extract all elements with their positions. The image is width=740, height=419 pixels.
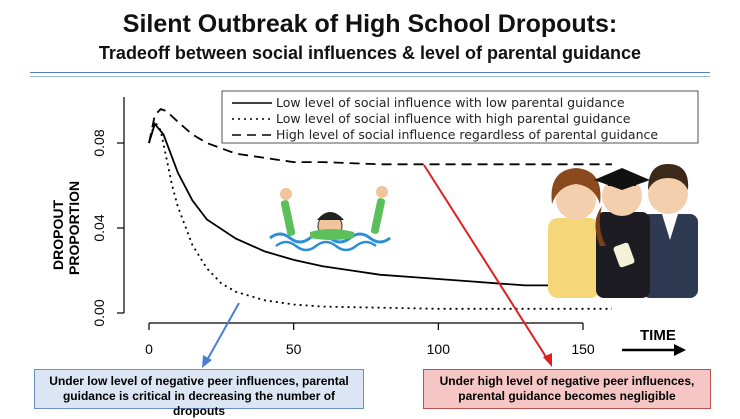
- series-line-dotted: [148, 119, 612, 310]
- legend-label-low-low: Low level of social influence with low p…: [276, 95, 625, 110]
- y-tick-label: 0.08: [91, 129, 107, 156]
- note-low-influence: Under low level of negative peer influen…: [34, 369, 364, 418]
- y-tick-label: 0.04: [91, 214, 107, 241]
- chart-legend: Low level of social influence with low p…: [221, 90, 699, 144]
- chart-axes: 0 50 100 150 0.00 0.04 0.08: [91, 97, 595, 357]
- series-line-solid: [148, 122, 584, 289]
- title-divider-shadow: [30, 76, 710, 77]
- legend-label-low-high: Low level of social influence with high …: [276, 111, 631, 126]
- graduation-family-illustration: [548, 164, 698, 298]
- y-axis-label-line2: PROPORTION: [66, 180, 82, 275]
- slide-subtitle: Tradeoff between social influences & lev…: [98, 43, 642, 63]
- chart-series-layer: [148, 107, 612, 310]
- slide-title: Silent Outbreak of High School Dropouts:: [122, 10, 618, 38]
- annotation-arrowhead-blue: [202, 355, 212, 368]
- x-axis-label: TIME: [640, 327, 676, 344]
- x-tick-label: 100: [427, 341, 451, 357]
- annotation-arrow-red: [423, 164, 549, 361]
- time-arrowhead: [674, 344, 686, 356]
- x-tick-label: 150: [571, 341, 595, 357]
- x-tick-label: 50: [286, 341, 302, 357]
- note-high-influence: Under high level of negative peer influe…: [423, 369, 711, 409]
- drowning-person-illustration: [269, 186, 391, 252]
- legend-label-high: High level of social influence regardles…: [276, 127, 658, 142]
- series-line-dashed: [148, 107, 612, 166]
- y-tick-label: 0.00: [91, 299, 107, 326]
- title-divider: [30, 72, 710, 73]
- legend-box: [221, 90, 699, 144]
- x-tick-label: 0: [145, 341, 153, 357]
- y-axis-label-line1: DROPOUT: [50, 200, 66, 270]
- annotation-arrowhead-red: [543, 353, 552, 367]
- annotation-arrow-blue: [205, 302, 240, 363]
